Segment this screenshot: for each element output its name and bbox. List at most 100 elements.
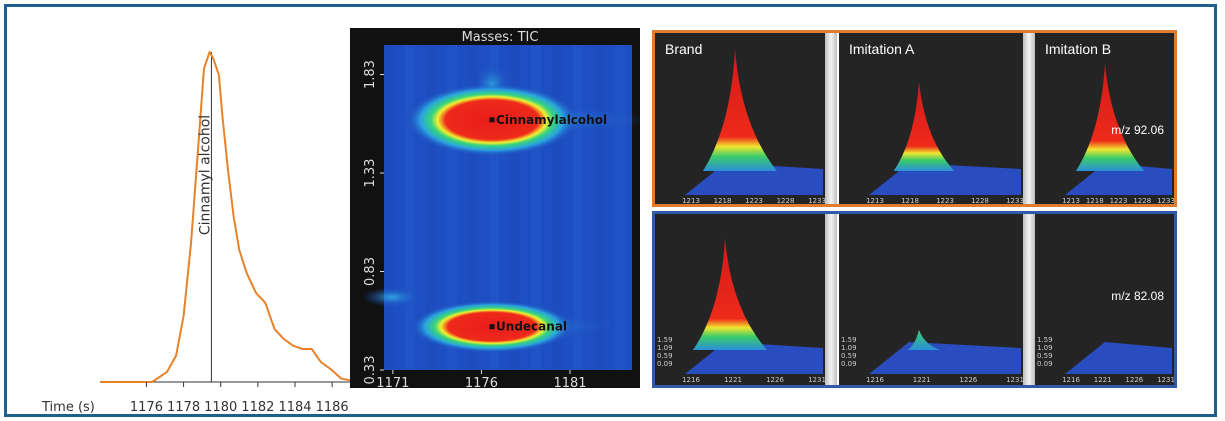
surface-x-tick-label: 1228 <box>971 197 989 204</box>
heatmap-streak <box>362 287 422 308</box>
heatmap-spot-marker <box>489 117 495 123</box>
surface-x-tick-label: 1218 <box>901 197 919 204</box>
surface-y-tick-label: 0.59 <box>1037 352 1053 360</box>
heatmap-band <box>447 45 457 370</box>
surface-x-tick-label: 1226 <box>959 376 977 384</box>
surface-x-tick-label: 1223 <box>745 197 763 204</box>
heatmap-x-tick-label: 1176 <box>465 376 498 388</box>
surface-plot: 1216 1221 1226 1231 1.591.090.590.09 <box>841 329 1023 384</box>
surface-plot: 1213 1218 1223 1228 1233 <box>1062 63 1174 204</box>
surface-x-tick-label: 1218 <box>714 197 732 204</box>
chromatogram-chart: 1176 1178 1180 1182 1184 1186 Time (s) Cinnam… <box>41 51 360 415</box>
heatmap-spot-label: Cinnamylalcohol <box>496 113 607 127</box>
surface-base-plane <box>869 342 1021 374</box>
surface-x-tick-label: 1221 <box>1094 376 1112 384</box>
heatmap-band <box>552 45 562 370</box>
heatmap-band <box>510 45 520 370</box>
heatmap-band <box>531 45 541 370</box>
surface-y-tick-label: 1.09 <box>1037 344 1053 352</box>
surface-plot: 1216 1221 1226 1231 1.591.090.590.09 <box>1037 336 1174 384</box>
chromatogram-x-tick-label: 1180 <box>204 400 237 415</box>
surface-x-tick-label: 1228 <box>1133 197 1151 204</box>
surface-x-tick-label: 1226 <box>1125 376 1143 384</box>
surface-x-tick-label: 1221 <box>913 376 931 384</box>
surface-panel: 1216 1221 1226 1231 1.59 1.09 0.59 0.09 <box>839 214 1023 385</box>
surface-mz-label: m/z 92.06 <box>1111 123 1164 137</box>
heatmap-band <box>384 45 394 370</box>
surface-y-tick-label: 1.09 <box>657 344 673 352</box>
heatmap-title: Masses: TIC <box>462 30 539 45</box>
surface-y-tick-label: 0.09 <box>657 360 673 368</box>
surface-panel: 1216 1221 1226 1231 1.59 1.09 0.59 0.09 <box>655 214 825 385</box>
surface-x-tick-label: 1216 <box>866 376 884 384</box>
chromatogram-x-tick-label: 1182 <box>241 400 274 415</box>
heatmap-band <box>405 45 415 370</box>
chromatogram-trace <box>100 51 360 383</box>
heatmap-band <box>426 45 436 370</box>
chromatogram-x-tick-label: 1178 <box>167 400 200 415</box>
chromatogram-x-tick-label: 1184 <box>278 400 311 415</box>
heatmap-x-tick-label: 1171 <box>376 376 409 388</box>
surface-x-tick-label: 1226 <box>766 376 784 384</box>
heatmap-x-tick-label: 1181 <box>553 376 586 388</box>
surface-x-tick-label: 1228 <box>777 197 795 204</box>
surface-peak <box>703 49 777 171</box>
surface-mz-label: m/z 82.08 <box>1111 289 1164 303</box>
surface-panel-title: Imitation A <box>849 41 915 57</box>
chromatogram-x-tick-label: 1186 <box>316 400 349 415</box>
surface-panel-title: Imitation B <box>1045 41 1112 57</box>
heatmap-band <box>594 45 604 370</box>
heatmap-y-tick-label: 1.83 <box>363 60 378 89</box>
surface-x-tick-label: 1233 <box>808 197 825 204</box>
surface-x-tick-label: 1231 <box>808 376 825 384</box>
tic-heatmap-chart: Masses: TIC Cinnamylalcohol Undecanal 1171… <box>350 28 640 388</box>
surface-panel: 1213 1218 1223 1228 1233 Imitation B m/z 92.06 <box>1035 33 1174 204</box>
surface-y-tick-label: 0.09 <box>1037 360 1053 368</box>
heatmap-band <box>573 45 583 370</box>
surface-panel: 1213 1218 1223 1228 1233 Brand <box>655 33 825 204</box>
surface-peak <box>1075 63 1145 171</box>
surface-plot: 1213 1218 1223 1228 1233 <box>866 82 1023 204</box>
panel-separator <box>1023 33 1035 204</box>
panel-separator <box>825 33 837 204</box>
surface-y-tick-label: 1.59 <box>657 336 673 344</box>
surface-x-tick-label: 1233 <box>1006 197 1023 204</box>
surface-x-tick-label: 1216 <box>1062 376 1080 384</box>
panel-separator <box>1023 214 1035 385</box>
surface-x-tick-label: 1213 <box>1062 197 1080 204</box>
surface-x-tick-label: 1223 <box>1110 197 1128 204</box>
surface-base-plane <box>1065 163 1172 195</box>
surface-y-tick-label: 1.09 <box>841 344 857 352</box>
heatmap-band <box>489 45 499 370</box>
surface-y-tick-label: 1.59 <box>1037 336 1053 344</box>
heatmap-y-tick-label: 0.33 <box>363 356 378 385</box>
chromatogram-x-tick-label: 1176 <box>130 400 163 415</box>
heatmap-spot-label: Undecanal <box>496 320 567 334</box>
surface-x-tick-label: 1223 <box>936 197 954 204</box>
surface-panel: 1213 1218 1223 1228 1233 Imitation A <box>839 33 1023 204</box>
surface-peak <box>893 82 955 171</box>
surface-x-tick-label: 1213 <box>866 197 884 204</box>
heatmap-band <box>468 45 478 370</box>
heatmap-y-tick-label: 1.33 <box>363 159 378 188</box>
surface-y-tick-label: 0.59 <box>657 352 673 360</box>
surface-x-tick-label: 1213 <box>682 197 700 204</box>
surface-x-tick-label: 1233 <box>1157 197 1174 204</box>
panel-separator <box>825 214 837 385</box>
heatmap-y-tick-label: 0.83 <box>363 257 378 286</box>
surface-x-tick-label: 1221 <box>724 376 742 384</box>
surface-peak <box>907 329 941 350</box>
surface-base-plane <box>1065 342 1172 374</box>
heatmap-band <box>615 45 625 370</box>
surface-y-tick-label: 0.09 <box>841 360 857 368</box>
heatmap-spot-marker <box>489 324 495 330</box>
surface-panel-title: Brand <box>665 41 703 57</box>
chromatogram-x-axis-label: Time (s) <box>41 400 95 415</box>
surface-plot: 1216 1221 1226 1231 1.591.090.590.09 <box>657 238 825 384</box>
surface-x-tick-label: 1231 <box>1157 376 1174 384</box>
surface-x-tick-label: 1216 <box>682 376 700 384</box>
surface-y-tick-label: 1.59 <box>841 336 857 344</box>
chromatogram-peak-label: Cinnamyl alcohol <box>197 115 213 235</box>
surface-x-tick-label: 1231 <box>1006 376 1023 384</box>
surface-plot: 1213 1218 1223 1228 1233 <box>682 49 825 204</box>
